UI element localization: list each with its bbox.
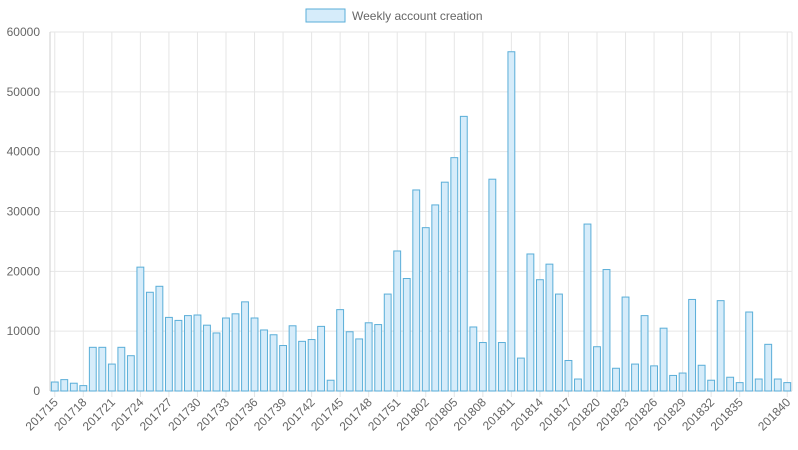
bar[interactable] [735, 382, 744, 392]
bar[interactable] [164, 316, 173, 392]
bar[interactable] [574, 378, 582, 392]
legend-swatch[interactable] [305, 8, 346, 23]
bar[interactable] [355, 338, 364, 392]
bar[interactable] [555, 293, 563, 392]
bar[interactable] [383, 293, 392, 392]
bar[interactable] [764, 343, 773, 392]
bar[interactable] [231, 313, 240, 392]
bar[interactable] [326, 379, 335, 392]
bar[interactable] [631, 363, 639, 392]
bar[interactable] [307, 339, 316, 392]
bar[interactable] [773, 378, 782, 392]
legend-label[interactable]: Weekly account creation [352, 9, 483, 23]
bar[interactable] [745, 311, 754, 392]
bar[interactable] [697, 364, 706, 392]
x-tick-label: 201835 [708, 395, 746, 433]
bar[interactable] [69, 382, 78, 392]
bar[interactable] [155, 285, 164, 392]
bar[interactable] [421, 227, 430, 392]
y-tick-label: 40000 [7, 145, 41, 159]
bar[interactable] [707, 379, 716, 392]
bar[interactable] [241, 301, 249, 392]
bar[interactable] [279, 345, 287, 392]
bar[interactable] [288, 325, 297, 392]
y-tick-label: 60000 [7, 25, 41, 39]
y-axis-ticks: 0 10000 20000 30000 40000 50000 60000 [7, 25, 41, 398]
bar[interactable] [593, 346, 601, 392]
bar[interactable] [564, 359, 573, 392]
bar[interactable] [60, 379, 69, 392]
bar[interactable] [107, 363, 116, 392]
y-tick-label: 0 [33, 384, 40, 398]
bar[interactable] [440, 181, 449, 392]
bar[interactable] [117, 346, 126, 392]
bar[interactable] [478, 342, 487, 392]
bar[interactable] [669, 374, 678, 392]
bar[interactable] [174, 319, 183, 392]
legend[interactable]: Weekly account creation [305, 8, 483, 23]
y-tick-label: 30000 [7, 205, 41, 219]
bar[interactable] [88, 346, 97, 392]
x-tick-label: 201840 [755, 395, 793, 433]
bar[interactable] [488, 178, 497, 392]
bar[interactable] [193, 314, 202, 392]
bar[interactable] [317, 325, 326, 392]
bar[interactable] [726, 376, 735, 392]
bar[interactable] [688, 298, 697, 392]
bar[interactable] [783, 382, 792, 392]
bar[interactable] [184, 315, 192, 392]
bar[interactable] [497, 342, 506, 392]
bar[interactable] [98, 346, 107, 392]
bar[interactable] [545, 263, 554, 392]
bar[interactable] [640, 315, 649, 392]
bar[interactable] [678, 372, 687, 392]
bar[interactable] [79, 385, 88, 392]
bars [50, 51, 792, 392]
bar[interactable] [716, 300, 725, 392]
bar[interactable] [507, 51, 516, 392]
bar[interactable] [222, 317, 230, 392]
bar[interactable] [203, 324, 211, 392]
bar[interactable] [250, 317, 259, 392]
bar[interactable] [516, 357, 525, 392]
bar[interactable] [50, 381, 59, 392]
bar[interactable] [459, 115, 468, 392]
bar[interactable] [136, 266, 145, 392]
bar[interactable] [450, 157, 459, 392]
bar[interactable] [612, 367, 620, 392]
bar[interactable] [754, 378, 763, 392]
y-tick-label: 50000 [7, 85, 41, 99]
y-tick-label: 10000 [7, 324, 41, 338]
y-tick-label: 20000 [7, 264, 41, 278]
bar[interactable] [212, 332, 221, 392]
bar[interactable] [431, 204, 440, 392]
bar[interactable] [469, 326, 478, 392]
bar[interactable] [345, 331, 354, 392]
bar[interactable] [535, 279, 544, 392]
bar[interactable] [260, 329, 268, 392]
bar[interactable] [602, 269, 611, 392]
bar[interactable] [402, 278, 411, 392]
bar[interactable] [526, 253, 535, 392]
bar[interactable] [336, 309, 345, 392]
bar[interactable] [650, 365, 658, 392]
bar[interactable] [659, 327, 668, 392]
bar[interactable] [374, 324, 383, 392]
bar[interactable] [145, 291, 154, 392]
bar[interactable] [298, 340, 307, 392]
bar[interactable] [621, 296, 630, 392]
bar[interactable] [393, 250, 402, 392]
bar[interactable] [364, 322, 373, 392]
x-axis-ticks: 2017152017182017212017242017272017302017… [23, 395, 794, 433]
bar[interactable] [126, 355, 135, 392]
bar[interactable] [269, 334, 278, 392]
bar[interactable] [583, 223, 592, 392]
bar[interactable] [412, 189, 421, 392]
